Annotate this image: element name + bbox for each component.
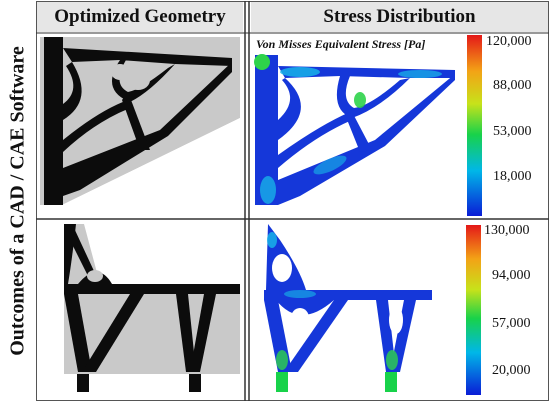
colorbar-bottom-tick-1: 130,000 <box>484 223 530 238</box>
colorbar-top <box>467 35 482 216</box>
colorbar-bottom <box>466 225 481 395</box>
legend-title: Von Misses Equivalent Stress [Pa] <box>256 37 425 51</box>
colorbar-bottom-tick-3: 57,000 <box>492 316 531 331</box>
colorbar-top-tick-2: 88,000 <box>493 78 532 93</box>
stress-map-bottom <box>264 224 481 395</box>
colorbar-bottom-tick-2: 94,000 <box>492 268 531 283</box>
optimized-geometry-top <box>40 37 240 215</box>
colorbar-top-tick-3: 53,000 <box>493 124 532 139</box>
figure-frame <box>36 1 549 401</box>
header-optimized-geometry: Optimized Geometry <box>37 2 243 32</box>
optimized-geometry-bottom <box>40 223 240 397</box>
colorbar-bottom-tick-4: 20,000 <box>492 363 531 378</box>
stress-map-top <box>254 35 482 216</box>
colorbar-top-tick-4: 18,000 <box>493 169 532 184</box>
colorbar-top-tick-1: 120,000 <box>486 34 532 49</box>
header-stress-distribution: Stress Distribution <box>251 2 548 32</box>
